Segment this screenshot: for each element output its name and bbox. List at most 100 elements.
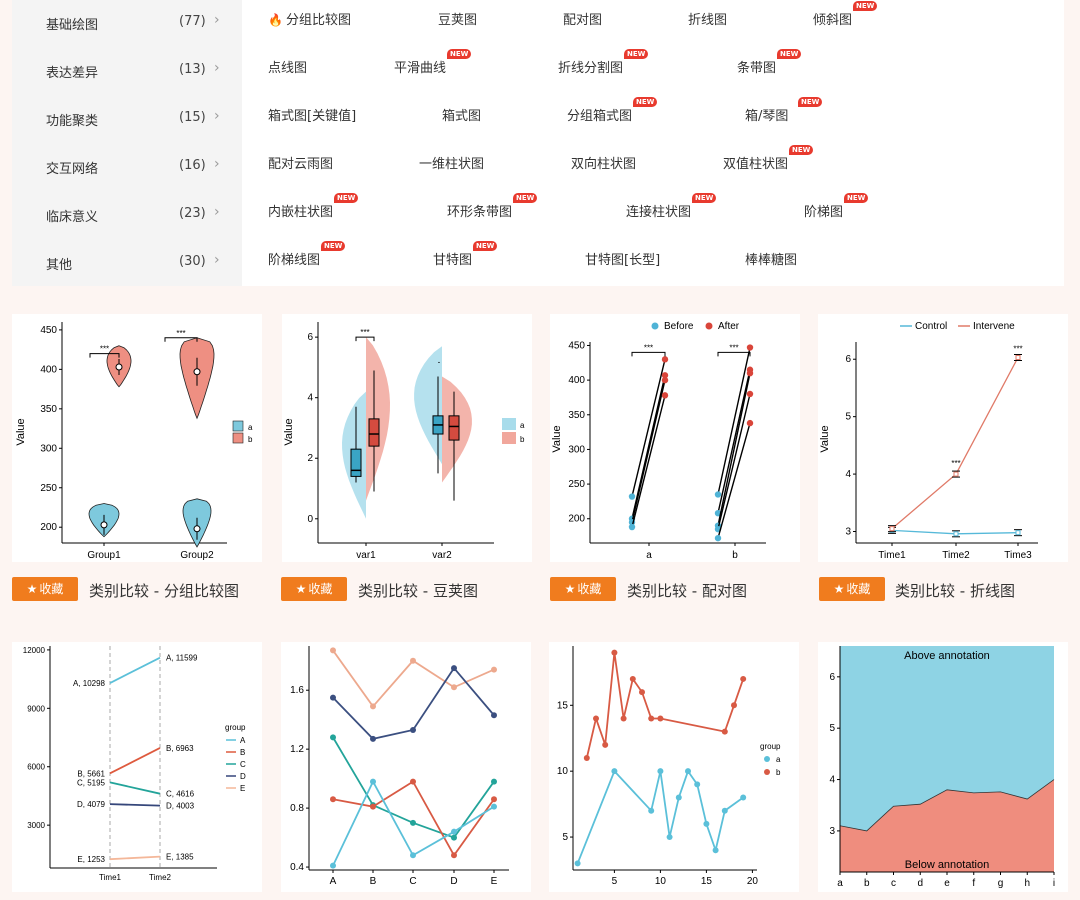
subchart-link[interactable]: 箱式图 <box>442 105 481 124</box>
mean-point <box>193 525 201 533</box>
star-icon: ★ <box>295 582 307 596</box>
subchart-link[interactable]: 倾斜图 NEW <box>813 1 878 28</box>
subchart-label: 点线图 <box>268 61 308 76</box>
card-title[interactable]: 类别比较 - 折线图 <box>895 582 1015 600</box>
y-tick-label: 200 <box>40 522 57 533</box>
series-line <box>332 780 495 857</box>
series-point <box>330 796 336 803</box>
mean-point <box>115 363 123 371</box>
subchart-link[interactable]: 配对图 <box>563 9 602 28</box>
y-axis-title: Value <box>283 418 295 445</box>
favorite-button[interactable]: ★ 收藏 <box>281 577 347 601</box>
subchart-link[interactable]: 棒棒糖图 <box>745 249 797 268</box>
series-point <box>602 741 609 748</box>
subchart-link[interactable]: 阶梯图 NEW <box>804 193 869 220</box>
category-item[interactable]: 功能聚类 (15) › <box>12 96 242 144</box>
favorite-button[interactable]: ★ 收藏 <box>550 577 616 601</box>
subchart-label: 环形条带图 <box>447 205 513 220</box>
significance-label: *** <box>360 328 369 337</box>
y-tick-label: 10 <box>557 766 569 777</box>
category-item[interactable]: 基础绘图 (77) › <box>12 0 242 48</box>
subchart-link[interactable]: 点线图 <box>268 57 307 76</box>
chart-card-area-split[interactable]: 3 4 5 6 a b c d e f g h i Above annotation Below annot… <box>818 642 1068 892</box>
point-after <box>661 356 669 363</box>
chart-card-grouped-violin[interactable]: 200 250 300 350 400 450 Value Group1 Group2 *** **… <box>12 314 262 562</box>
subchart-link[interactable]: 箱式图[关键值] <box>268 105 356 124</box>
subchart-link[interactable]: 双向柱状图 <box>571 153 636 172</box>
category-item[interactable]: 其他 (30) › <box>12 240 242 288</box>
subchart-link[interactable]: 甘特图 NEW <box>433 241 498 268</box>
chart-card-line[interactable]: 3 4 5 6 Value Time1 Time2 Time3 *** *** Control Int… <box>818 314 1068 562</box>
subchart-link[interactable]: 折线分割图 NEW <box>558 49 649 76</box>
subchart-link[interactable]: 条带图 NEW <box>737 49 802 76</box>
chart-card-paired[interactable]: 200 250 300 350 400 450 Value a b *** *** Before Aft… <box>550 314 800 562</box>
x-tick-label: f <box>972 878 975 889</box>
subchart-link[interactable]: 甘特图[长型] <box>585 249 660 268</box>
pair-line <box>631 379 666 523</box>
chart-card-dotline[interactable]: 5 10 15 5 10 15 20 a b group <box>549 642 799 892</box>
subchart-label: 一维柱状图 <box>419 157 485 172</box>
series-point <box>370 735 376 742</box>
series-point <box>491 712 497 719</box>
subchart-link[interactable]: 环形条带图 NEW <box>447 193 538 220</box>
chart-card-pod[interactable]: 0 2 4 6 Value var1 var2 *** - a b <box>282 314 532 562</box>
y-tick-label: 6 <box>829 672 835 683</box>
subchart-link[interactable]: 豆荚图 <box>438 9 477 28</box>
subchart-link[interactable]: 配对云雨图 <box>268 153 333 172</box>
x-tick-label: b <box>732 550 738 561</box>
x-tick-label: D <box>450 876 457 887</box>
card-title[interactable]: 类别比较 - 配对图 <box>627 582 747 600</box>
favorite-button[interactable]: ★ 收藏 <box>12 577 78 601</box>
value-label-right: A, 11599 <box>166 654 198 663</box>
legend-label: Control <box>915 321 947 332</box>
category-item[interactable]: 交互网络 (16) › <box>12 144 242 192</box>
series-point <box>685 768 691 775</box>
card-title[interactable]: 类别比较 - 分组比较图 <box>89 582 239 600</box>
subchart-link[interactable]: 内嵌柱状图 NEW <box>268 193 359 220</box>
subchart-label: 双值柱状图 <box>723 157 789 172</box>
subchart-link[interactable]: 折线图 <box>688 9 727 28</box>
subchart-link[interactable]: 🔥 分组比较图 <box>268 9 351 28</box>
legend-key <box>651 322 659 330</box>
chart-slope: 3000 6000 9000 12000 Time1 Time2 A, 10298 A, 11… <box>23 646 246 882</box>
series-point <box>712 847 719 854</box>
new-badge: NEW <box>789 145 814 155</box>
category-item[interactable]: 表达差异 (13) › <box>12 48 242 96</box>
subchart-link[interactable]: 双值柱状图 NEW <box>723 145 814 172</box>
x-tick-label: g <box>998 878 1004 889</box>
significance-label: *** <box>951 459 960 468</box>
new-badge: NEW <box>777 49 802 59</box>
category-name: 功能聚类 <box>46 114 99 129</box>
subchart-link[interactable]: 分组箱式图 NEW <box>567 97 658 124</box>
chart-card-multiline[interactable]: 0.4 0.8 1.2 1.6 A B C D E <box>281 642 531 892</box>
series-point <box>370 703 376 710</box>
y-tick-label: 250 <box>40 483 57 494</box>
y-tick-label: 250 <box>568 479 585 490</box>
pair-line <box>717 393 751 530</box>
chart-card-slope[interactable]: 3000 6000 9000 12000 Time1 Time2 A, 10298 A, 11… <box>12 642 262 892</box>
favorite-button[interactable]: ★ 收藏 <box>819 577 885 601</box>
point-after <box>746 419 754 427</box>
series-point <box>583 755 590 761</box>
subchart-link[interactable]: 一维柱状图 <box>419 153 484 172</box>
category-item[interactable]: 临床意义 (23) › <box>12 192 242 240</box>
value-label-left: D, 4079 <box>77 800 106 809</box>
series-line <box>585 652 745 759</box>
subchart-link[interactable]: 箱/琴图 NEW <box>745 97 823 124</box>
card-title[interactable]: 类别比较 - 豆荚图 <box>358 582 478 600</box>
point-before <box>628 523 636 531</box>
significance-label: *** <box>100 345 109 354</box>
x-tick-label: C <box>409 876 416 887</box>
subchart-link[interactable]: 阶梯线图 NEW <box>268 241 346 268</box>
value-label-right: C, 4616 <box>166 790 195 799</box>
subchart-link[interactable]: 平滑曲线 NEW <box>394 49 472 76</box>
y-tick-label: 400 <box>40 364 57 375</box>
category-name: 交互网络 <box>46 162 99 177</box>
chart-area-split: 3 4 5 6 a b c d e f g h i Above annotation Below annot… <box>829 646 1055 889</box>
legend-label: a <box>248 423 253 432</box>
series-point <box>491 803 497 810</box>
violin-half-a-var2 <box>414 346 442 465</box>
y-tick-label: 4 <box>307 393 313 404</box>
subchart-link[interactable]: 连接柱状图 NEW <box>626 193 717 220</box>
subchart-label: 甘特图[长型] <box>585 253 661 268</box>
